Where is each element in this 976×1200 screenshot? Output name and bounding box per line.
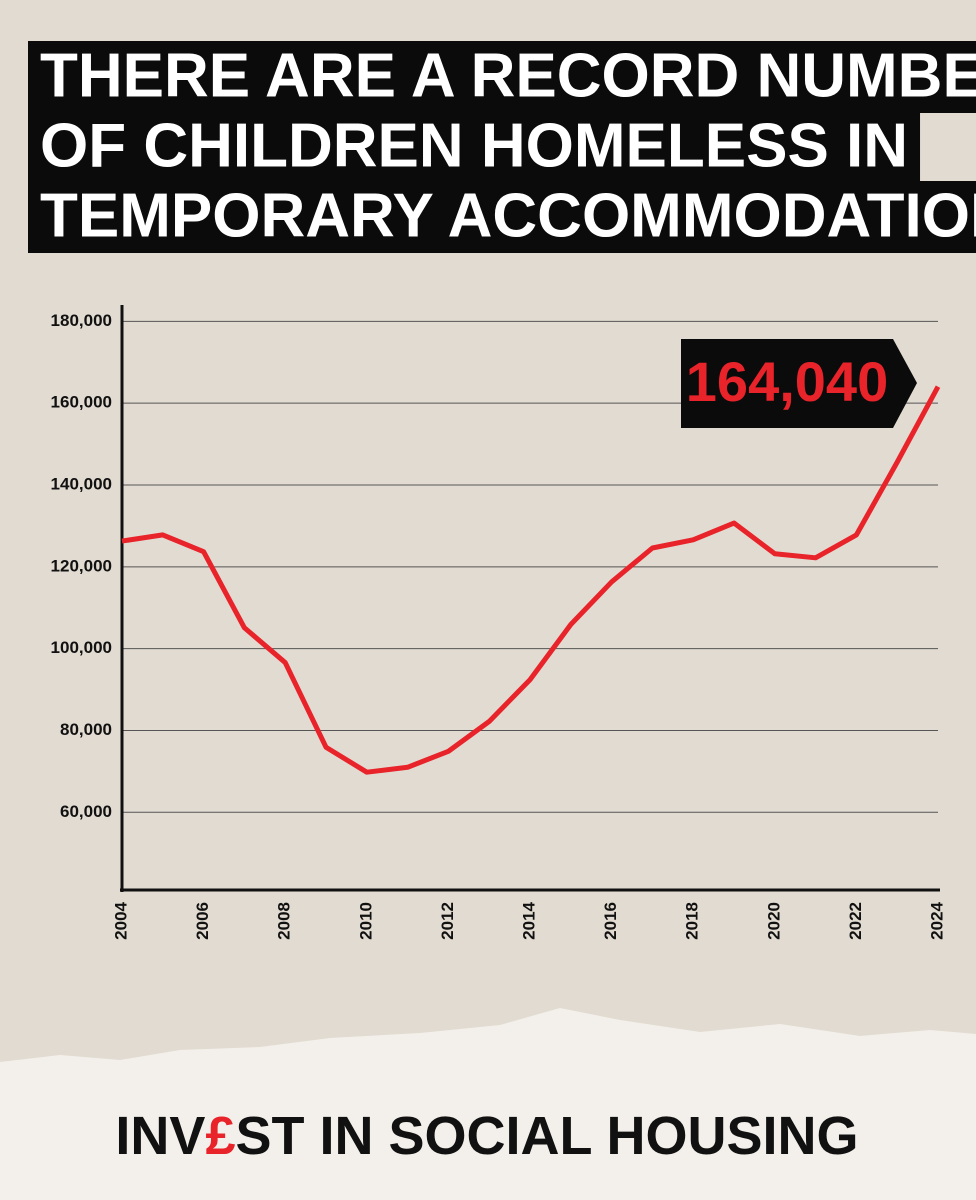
title-box: [28, 111, 921, 183]
x-tick-label: 2004: [111, 901, 130, 939]
callout-label: 164,040: [686, 350, 888, 413]
data-line: [121, 385, 941, 775]
x-tick-label: 2010: [356, 902, 375, 940]
chart-title: TEMPORARY ACCOMMODATION: [40, 181, 976, 250]
x-tick-label: 2016: [601, 902, 620, 940]
title-box: [28, 41, 976, 113]
x-tick-label: 2008: [275, 902, 294, 940]
x-tick-label: 2012: [438, 902, 457, 940]
y-tick-label: 60,000: [60, 802, 112, 821]
x-tick-label: 2024: [927, 901, 946, 939]
x-tick-label: 2022: [846, 902, 865, 940]
y-tick-label: 120,000: [51, 556, 112, 575]
footer-text: INV: [115, 1106, 205, 1166]
x-tick-label: 2018: [683, 902, 702, 940]
callout: 164,040: [681, 339, 917, 428]
footer-highlight: £: [205, 1106, 235, 1166]
y-tick-label: 140,000: [51, 474, 112, 493]
y-tick-label: 180,000: [51, 311, 112, 330]
y-tick-label: 100,000: [51, 638, 112, 657]
footer-text: ST IN SOCIAL HOUSING: [236, 1106, 859, 1166]
x-tick-label: 2020: [764, 902, 783, 940]
x-tick-label: 2006: [193, 902, 212, 940]
y-tick-label: 160,000: [51, 393, 112, 412]
callout-box: [681, 339, 917, 428]
chart-title: THERE ARE A RECORD NUMBER: [40, 41, 976, 110]
y-tick-label: 80,000: [60, 720, 112, 739]
footer-paper: [0, 1008, 976, 1200]
chart-title: OF CHILDREN HOMELESS IN: [40, 111, 908, 180]
title-box: [28, 181, 976, 253]
footer: INV£ST IN SOCIAL HOUSING: [115, 1106, 858, 1166]
x-tick-label: 2014: [519, 901, 538, 939]
